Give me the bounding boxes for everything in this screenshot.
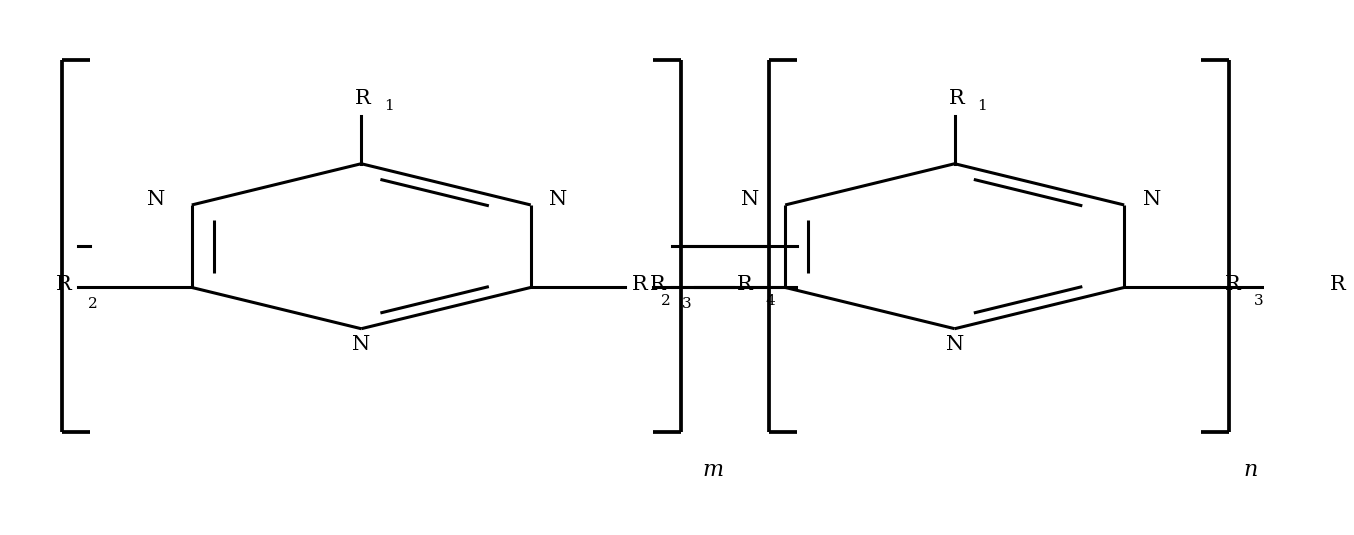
Text: R: R [1225, 276, 1242, 294]
Text: R: R [737, 276, 753, 294]
Text: R: R [948, 89, 964, 108]
Text: N: N [550, 190, 567, 209]
Text: 1: 1 [385, 99, 394, 113]
Text: N: N [352, 335, 371, 354]
Text: 3: 3 [1254, 294, 1263, 308]
Text: N: N [148, 190, 165, 209]
Text: m: m [703, 458, 723, 481]
Text: 2: 2 [661, 294, 670, 308]
Text: R: R [355, 89, 371, 108]
Text: N: N [1143, 190, 1162, 209]
Text: 4: 4 [765, 294, 776, 308]
Text: 3: 3 [681, 297, 692, 311]
Text: N: N [741, 190, 760, 209]
Text: R: R [632, 276, 647, 294]
Text: R: R [56, 276, 72, 294]
Text: 1: 1 [978, 99, 987, 113]
Text: N: N [945, 335, 964, 354]
Text: n: n [1244, 458, 1258, 481]
Text: R: R [1330, 276, 1346, 294]
Text: 2: 2 [88, 297, 97, 311]
Text: R: R [650, 276, 665, 294]
